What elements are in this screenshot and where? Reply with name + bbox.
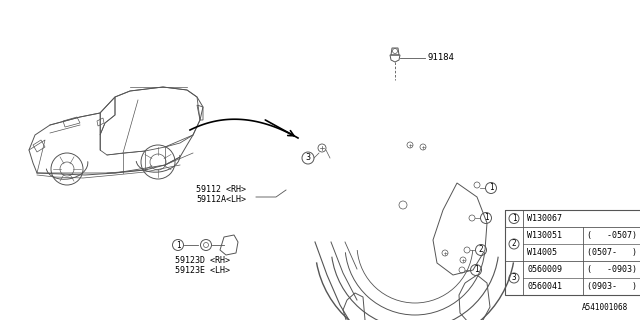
Text: 3: 3 — [305, 154, 310, 163]
Text: 59112A<LH>: 59112A<LH> — [196, 195, 246, 204]
Text: 0560009: 0560009 — [527, 265, 562, 274]
Bar — [505, 210, 640, 295]
Text: 1: 1 — [474, 266, 478, 275]
Text: W130067: W130067 — [527, 214, 562, 223]
Text: 3: 3 — [512, 274, 516, 283]
Text: 59123D <RH>: 59123D <RH> — [175, 256, 230, 265]
Text: 0560041: 0560041 — [527, 282, 562, 291]
Text: (   -0507): ( -0507) — [587, 231, 637, 240]
Text: 1: 1 — [512, 214, 516, 223]
Text: A541001068: A541001068 — [582, 303, 628, 312]
Text: 2: 2 — [479, 245, 483, 254]
Text: W130051: W130051 — [527, 231, 562, 240]
Text: (   -0903): ( -0903) — [587, 265, 637, 274]
Text: 59123E <LH>: 59123E <LH> — [175, 266, 230, 275]
Text: (0903-   ): (0903- ) — [587, 282, 637, 291]
Text: W14005: W14005 — [527, 248, 557, 257]
Text: 59112 <RH>: 59112 <RH> — [196, 185, 246, 194]
Text: 1: 1 — [176, 241, 180, 250]
Text: (0507-   ): (0507- ) — [587, 248, 637, 257]
Text: 2: 2 — [512, 239, 516, 249]
Text: 91184: 91184 — [427, 53, 454, 62]
Text: 1: 1 — [489, 183, 493, 193]
Text: 1: 1 — [484, 213, 488, 222]
